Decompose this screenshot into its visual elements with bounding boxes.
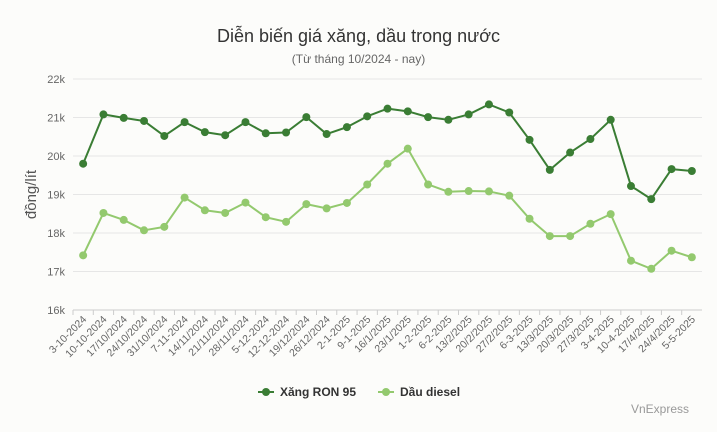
- data-point: [160, 131, 169, 140]
- data-point: [140, 116, 149, 125]
- y-tick-label: 18k: [47, 228, 65, 240]
- data-point: [180, 193, 189, 202]
- data-point: [566, 232, 575, 241]
- data-point: [221, 131, 230, 140]
- y-tick-label: 19k: [47, 190, 65, 202]
- data-point: [626, 256, 635, 265]
- y-tick-label: 21k: [47, 113, 65, 125]
- data-point: [626, 182, 635, 191]
- data-point: [403, 107, 412, 116]
- data-point: [586, 219, 595, 228]
- data-point: [687, 167, 696, 176]
- data-point: [424, 180, 433, 189]
- data-point: [667, 246, 676, 255]
- data-point: [119, 113, 128, 122]
- data-point: [525, 135, 534, 144]
- data-point: [647, 264, 656, 273]
- data-point: [200, 206, 209, 215]
- data-point: [180, 118, 189, 127]
- data-point: [241, 198, 250, 207]
- data-point: [687, 253, 696, 262]
- data-point: [140, 226, 149, 235]
- data-point: [200, 128, 209, 137]
- data-point: [261, 129, 270, 138]
- data-point: [484, 100, 493, 109]
- data-point: [221, 208, 230, 217]
- legend-label: Dầu diesel: [400, 385, 460, 399]
- data-point: [119, 215, 128, 224]
- data-point: [545, 232, 554, 241]
- legend-marker: [262, 388, 270, 396]
- data-point: [606, 115, 615, 124]
- data-point: [79, 251, 88, 260]
- data-point: [383, 104, 392, 113]
- series-line-ron95: [82, 103, 692, 201]
- y-tick-label: 20k: [47, 151, 65, 163]
- data-point: [464, 187, 473, 196]
- data-point: [505, 108, 514, 117]
- y-axis-title: đồng/lít: [23, 169, 40, 219]
- data-point: [342, 198, 351, 207]
- data-point: [282, 217, 291, 226]
- data-point: [667, 165, 676, 174]
- y-tick-label: 22k: [47, 74, 65, 86]
- data-point: [606, 210, 615, 219]
- data-point: [99, 110, 108, 119]
- data-point: [403, 144, 412, 153]
- data-point: [302, 113, 311, 122]
- data-point: [444, 115, 453, 124]
- data-point: [160, 222, 169, 231]
- chart-subtitle: (Từ tháng 10/2024 - nay): [291, 52, 426, 66]
- legend-marker: [382, 388, 390, 396]
- data-point: [302, 200, 311, 209]
- chart-title: Diễn biến giá xăng, dầu trong nước: [216, 26, 501, 46]
- data-point: [464, 110, 473, 119]
- legend-label: Xăng RON 95: [280, 385, 356, 399]
- y-tick-label: 16k: [47, 305, 65, 317]
- data-point: [647, 195, 656, 204]
- data-point: [282, 128, 291, 137]
- data-point: [505, 191, 514, 200]
- data-point: [424, 113, 433, 122]
- data-point: [363, 112, 372, 121]
- credit-text: VnExpress: [630, 402, 689, 416]
- data-point: [342, 123, 351, 132]
- data-point: [545, 165, 554, 174]
- data-point: [586, 135, 595, 144]
- data-point: [363, 180, 372, 189]
- data-point: [322, 130, 331, 139]
- data-point: [79, 159, 88, 168]
- data-point: [261, 213, 270, 222]
- data-point: [444, 187, 453, 196]
- data-point: [99, 208, 108, 217]
- data-point: [484, 187, 493, 196]
- data-point: [241, 118, 250, 127]
- data-point: [525, 214, 534, 223]
- y-tick-label: 17k: [47, 267, 65, 279]
- data-point: [566, 148, 575, 157]
- data-point: [383, 159, 392, 168]
- data-point: [322, 204, 331, 213]
